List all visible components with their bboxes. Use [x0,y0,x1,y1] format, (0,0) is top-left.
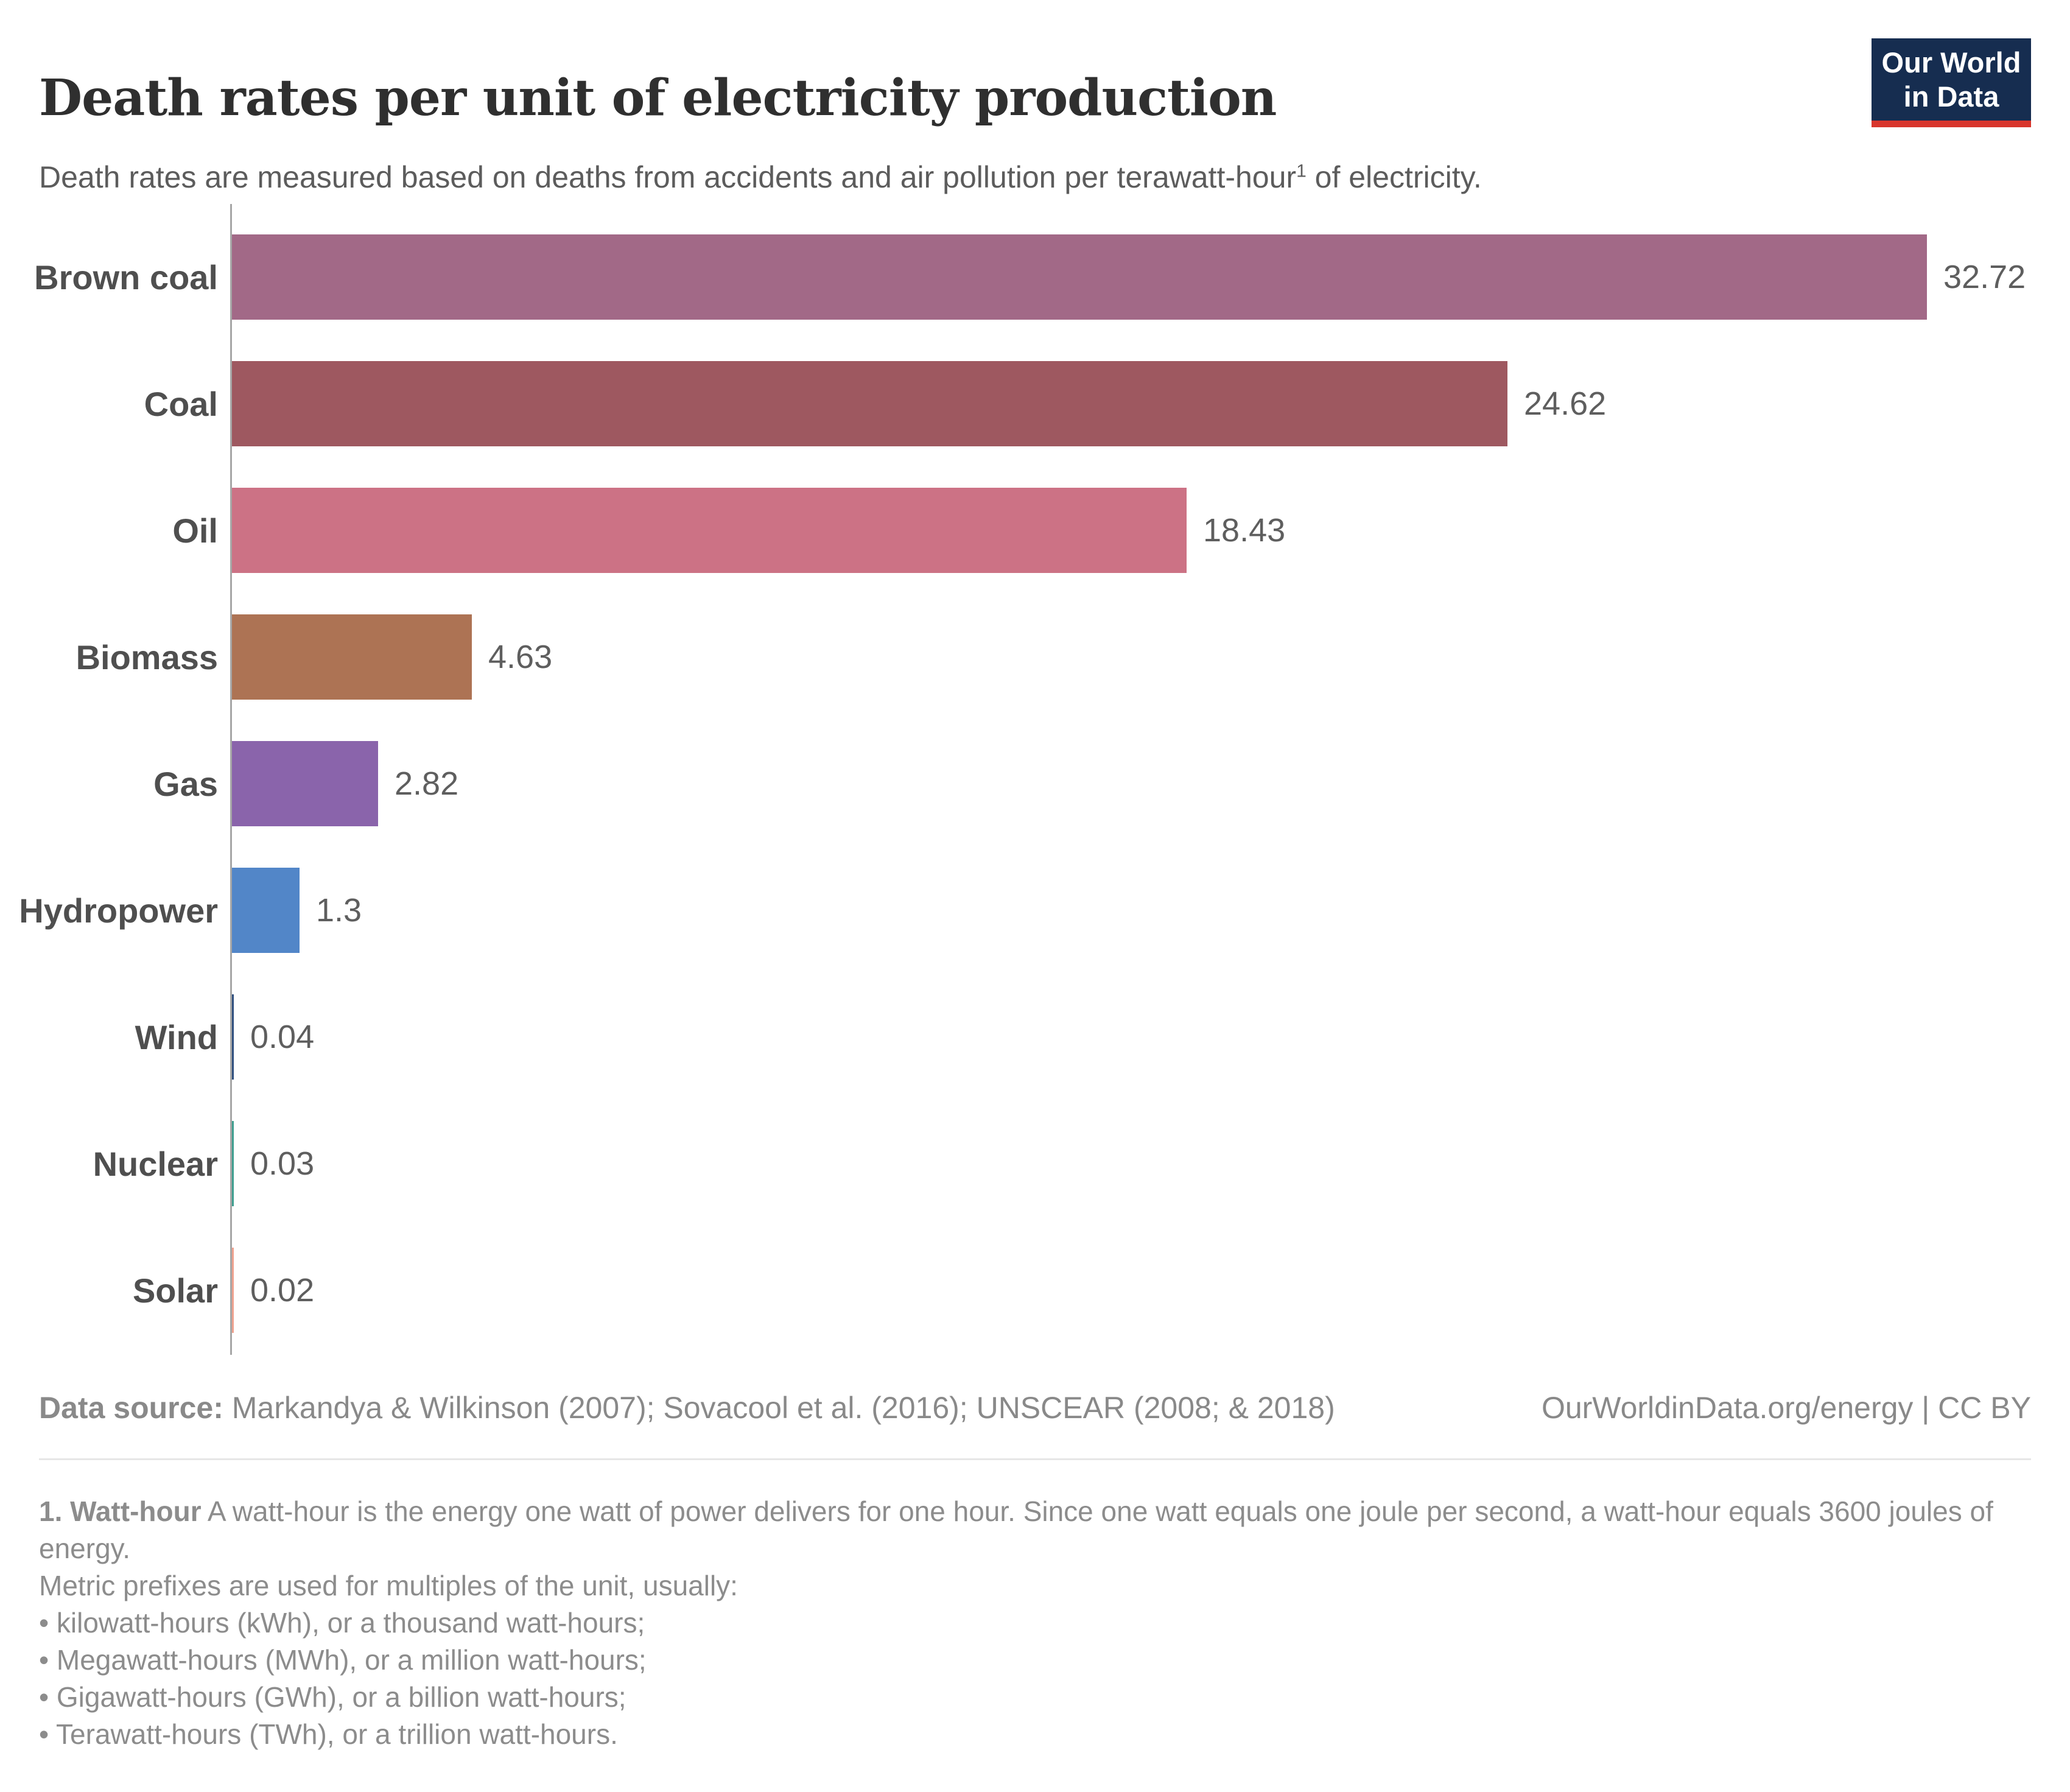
bar-row: Oil 18.43 [0,488,1285,573]
category-label: Nuclear [93,1144,218,1183]
footnote-block: 1. Watt-hour A watt-hour is the energy o… [39,1493,2033,1753]
chart-subtitle-text: Death rates are measured based on deaths… [39,160,1297,194]
value-label: 0.04 [250,1019,315,1055]
data-source-text: Data source: Markandya & Wilkinson (2007… [39,1390,1335,1425]
page-title: Death rates per unit of electricity prod… [39,68,1277,127]
bar-row: Coal 24.62 [0,361,1606,446]
category-label: Gas [153,764,218,803]
value-label: 1.3 [316,892,362,929]
category-label: Coal [144,384,218,423]
footnote-bullets: • kilowatt-hours (kWh), or a thousand wa… [39,1604,2033,1753]
data-source-label: Data source: [39,1391,223,1425]
category-label: Biomass [75,638,218,676]
footnote-definition-text: A watt-hour is the energy one watt of po… [39,1495,1993,1564]
owid-logo: Our World in Data [1872,38,2031,127]
value-label: 32.72 [1943,259,2026,295]
bar [232,868,300,953]
bar-chart: Brown coal 32.72 Coal 24.62 Oil 18.43 Biomass 4… [0,204,2070,1355]
owid-logo-line2: in Data [1903,80,1999,113]
footnote-bullet: • Gigawatt-hours (GWh), or a billion wat… [39,1681,626,1713]
owid-logo-line1: Our World [1881,46,2021,79]
value-label: 0.03 [250,1145,315,1182]
data-source-value: Markandya & Wilkinson (2007); Sovacool e… [223,1391,1335,1425]
value-label: 18.43 [1203,512,1286,549]
footnote-reference-superscript: 1 [1296,161,1307,181]
value-label: 0.02 [250,1272,315,1309]
bar [232,994,234,1080]
owid-credit-link[interactable]: OurWorldinData.org/energy | CC BY [1541,1391,2031,1425]
footnote-bullet: • kilowatt-hours (kWh), or a thousand wa… [39,1607,645,1639]
bar-row: Gas 2.82 [0,741,458,826]
bar [232,488,1187,573]
value-label: 4.63 [488,639,553,675]
bar-row: Wind 0.04 [0,994,314,1080]
bar-row: Solar 0.02 [0,1248,314,1333]
y-axis-line [230,204,232,1355]
category-label: Brown coal [34,258,218,297]
bar [232,1121,234,1206]
footnote-bullet: • Megawatt-hours (MWh), or a million wat… [39,1644,647,1676]
source-row: Data source: Markandya & Wilkinson (2007… [39,1390,2031,1425]
bar [232,1248,234,1333]
bar-row: Brown coal 32.72 [0,234,2026,320]
category-label: Wind [135,1017,218,1056]
footnote-intro: Metric prefixes are used for multiples o… [39,1570,738,1601]
category-label: Hydropower [19,891,218,930]
bar [232,614,472,700]
bar [232,234,1927,320]
bar [232,741,378,826]
value-label: 24.62 [1524,385,1607,422]
footnote-definition: 1. Watt-hour A watt-hour is the energy o… [39,1493,2033,1567]
footer-divider [39,1458,2031,1460]
category-label: Oil [172,511,218,550]
value-label: 2.82 [395,765,459,802]
footnote-term: 1. Watt-hour [39,1495,202,1527]
footnote-bullet: • Terawatt-hours (TWh), or a trillion wa… [39,1718,618,1750]
chart-subtitle: Death rates are measured based on deaths… [39,160,1482,195]
bar-row: Hydropower 1.3 [0,868,362,953]
chart-subtitle-tail: of electricity. [1306,160,1482,194]
bar-row: Biomass 4.63 [0,614,552,700]
category-label: Solar [132,1271,218,1310]
bar-row: Nuclear 0.03 [0,1121,314,1206]
bar [232,361,1507,446]
